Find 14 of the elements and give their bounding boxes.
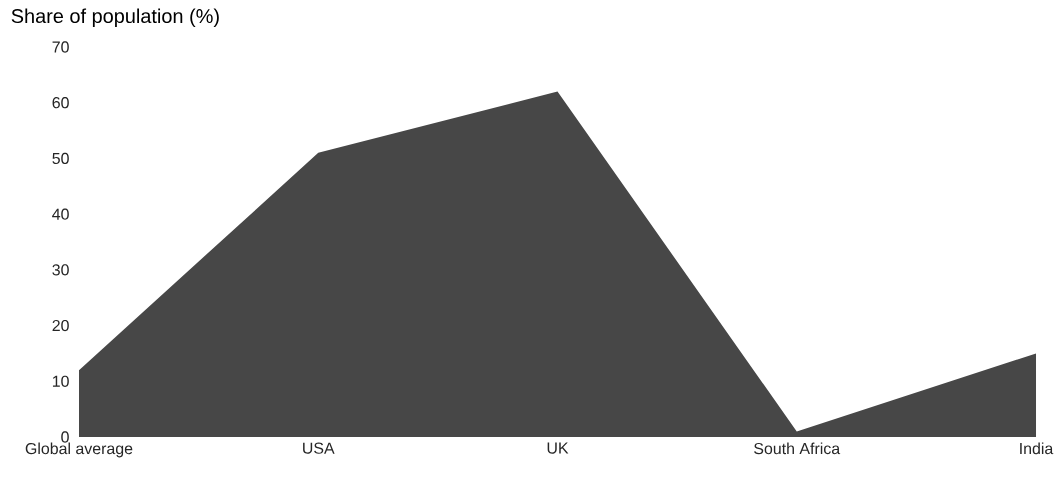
x-tick-label: USA: [303, 442, 335, 454]
y-tick-label: 70: [52, 41, 69, 53]
x-tick-label: UK: [547, 442, 569, 454]
y-tick-label: 60: [52, 97, 69, 109]
y-tick-label: 30: [52, 264, 69, 276]
y-axis-title: Share of population (%): [11, 8, 219, 28]
x-tick-label: South Africa: [754, 442, 841, 455]
y-tick-label: 10: [52, 375, 69, 387]
y-tick-label: 20: [52, 319, 69, 332]
y-tick-label: 50: [52, 152, 69, 165]
y-tick-label: 40: [52, 208, 69, 220]
x-tick-label: Global average: [25, 442, 133, 458]
y-tick-label: 0: [61, 431, 69, 443]
x-tick-label: India: [1020, 442, 1054, 455]
